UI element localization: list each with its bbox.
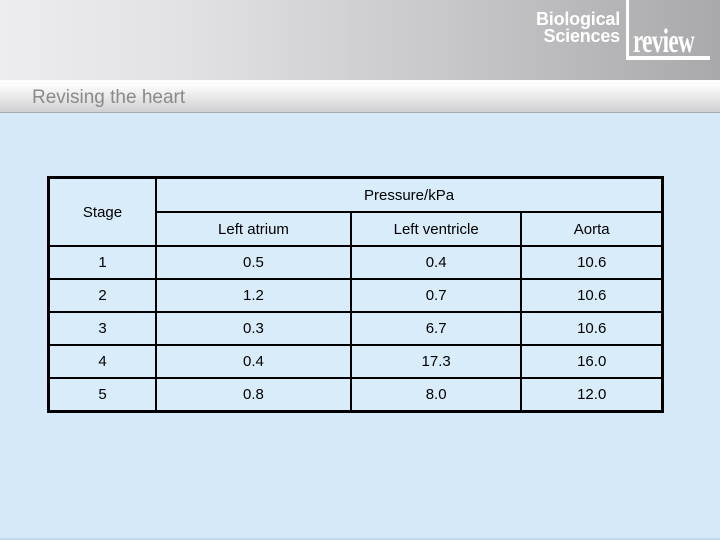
slide-body: Stage Pressure/kPa Left atrium Left vent… [0,113,720,540]
logo-line-biological: Biological [535,9,620,29]
pressure-cell: 1.2 [155,278,352,313]
pressure-cell: 10.6 [520,311,664,346]
stage-cell: 4 [47,344,158,379]
pressure-cell: 17.3 [349,344,523,379]
pressure-cell: 0.3 [155,311,352,346]
table-row: 3 0.3 6.7 10.6 [47,311,664,346]
pressure-table: Stage Pressure/kPa Left atrium Left vent… [47,176,664,413]
table-row: 1 0.5 0.4 10.6 [47,245,664,280]
header-banner: Biological Sciences review [0,0,720,80]
pressure-cell: 16.0 [520,344,664,379]
brand-logo: Biological Sciences review [490,0,720,66]
pressure-cell: 0.7 [349,278,523,313]
column-header-left-atrium: Left atrium [155,211,352,247]
stage-cell: 2 [47,278,158,313]
logo-review-wordmark: review [633,23,695,60]
pressure-cell: 0.4 [155,344,352,379]
table-row: 2 1.2 0.7 10.6 [47,278,664,313]
slide-title-bar: Revising the heart [0,83,720,113]
table-row: 4 0.4 17.3 16.0 [47,344,664,379]
logo-publisher-name: Biological Sciences [535,9,621,46]
logo-rule-vertical [626,0,629,59]
pressure-group-header: Pressure/kPa [155,176,664,213]
column-header-left-ventricle: Left ventricle [349,211,523,247]
logo-line-sciences: Sciences [543,26,621,46]
logo-rule-horizontal [626,56,710,60]
pressure-cell: 12.0 [520,377,664,413]
column-header-aorta: Aorta [520,211,664,247]
pressure-cell: 8.0 [349,377,523,413]
pressure-cell: 0.8 [155,377,352,413]
table-row: 5 0.8 8.0 12.0 [47,377,664,413]
stage-cell: 1 [47,245,158,280]
pressure-cell: 10.6 [520,245,664,280]
slide-title: Revising the heart [32,87,186,108]
pressure-cell: 0.4 [349,245,523,280]
table-header-row-2: Left atrium Left ventricle Aorta [49,211,664,247]
pressure-cell: 6.7 [349,311,523,346]
stage-column-header: Stage [47,176,158,247]
pressure-cell: 10.6 [520,278,664,313]
stage-cell: 5 [47,377,158,413]
stage-cell: 3 [47,311,158,346]
table-header-row-1: Stage Pressure/kPa [47,176,664,247]
pressure-cell: 0.5 [155,245,352,280]
